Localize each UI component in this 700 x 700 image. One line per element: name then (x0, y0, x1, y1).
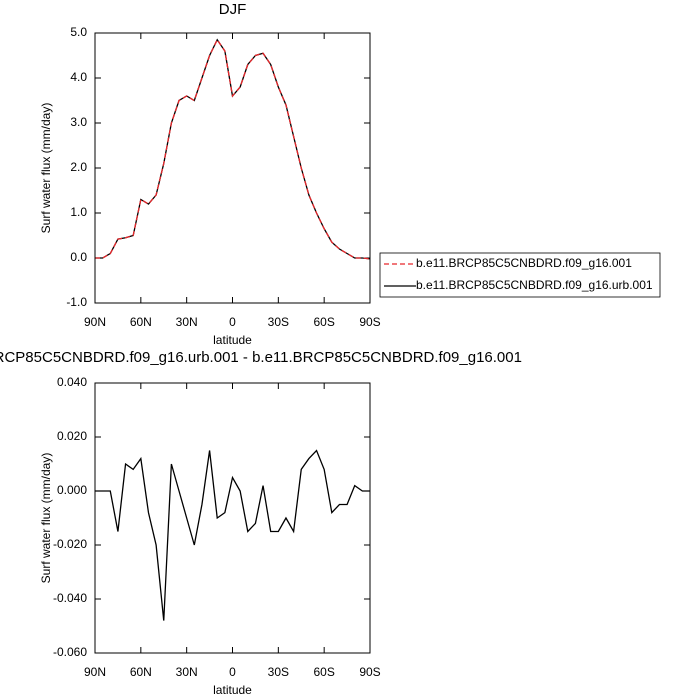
y-tick-label: 5.0 (70, 25, 87, 39)
y-tick-label: 0.040 (57, 375, 87, 389)
y-tick-label: -0.020 (53, 537, 87, 551)
x-tick-label: 30N (176, 665, 198, 679)
y-tick-label: 3.0 (70, 115, 87, 129)
y-axis-label: Surf water flux (mm/day) (39, 103, 53, 234)
data-line (95, 38, 371, 260)
x-tick-label: 30N (176, 315, 198, 329)
x-tick-label: 90S (359, 315, 380, 329)
data-line (95, 449, 370, 621)
y-tick-label: 4.0 (70, 70, 87, 84)
y-tick-label: 0.020 (57, 429, 87, 443)
legend-box (379, 252, 661, 298)
x-tick-label: 60S (313, 315, 334, 329)
legend-label: b.e11.BRCP85C5CNBDRD.f09_g16.001 (416, 256, 632, 270)
plot-frame (94, 32, 371, 304)
x-tick-label: 60S (313, 665, 334, 679)
data-line (95, 38, 371, 260)
x-tick-label: 30S (268, 665, 289, 679)
x-tick-label: 30S (268, 315, 289, 329)
x-axis-label: latitude (213, 683, 252, 697)
chart-title: DJF (219, 1, 247, 18)
plot-frame (94, 382, 371, 654)
y-tick-label: 1.0 (70, 205, 87, 219)
y-tick-label: 0.0 (70, 250, 87, 264)
x-tick-label: 0 (229, 665, 236, 679)
legend-label: b.e11.BRCP85C5CNBDRD.f09_g16.urb.001 (416, 278, 653, 292)
y-axis-label: Surf water flux (mm/day) (39, 453, 53, 584)
y-tick-label: -1.0 (66, 295, 87, 309)
x-tick-label: 90N (84, 665, 106, 679)
x-tick-label: 60N (130, 315, 152, 329)
y-tick-label: 2.0 (70, 160, 87, 174)
y-tick-label: -0.060 (53, 645, 87, 659)
y-tick-label: 0.000 (57, 483, 87, 497)
chart-title: b.e11.BRCP85C5CNBDRD.f09_g16.urb.001 - b… (0, 349, 522, 366)
x-tick-label: 60N (130, 665, 152, 679)
y-tick-label: -0.040 (53, 591, 87, 605)
x-tick-label: 0 (229, 315, 236, 329)
x-tick-label: 90N (84, 315, 106, 329)
x-tick-label: 90S (359, 665, 380, 679)
x-axis-label: latitude (213, 333, 252, 347)
